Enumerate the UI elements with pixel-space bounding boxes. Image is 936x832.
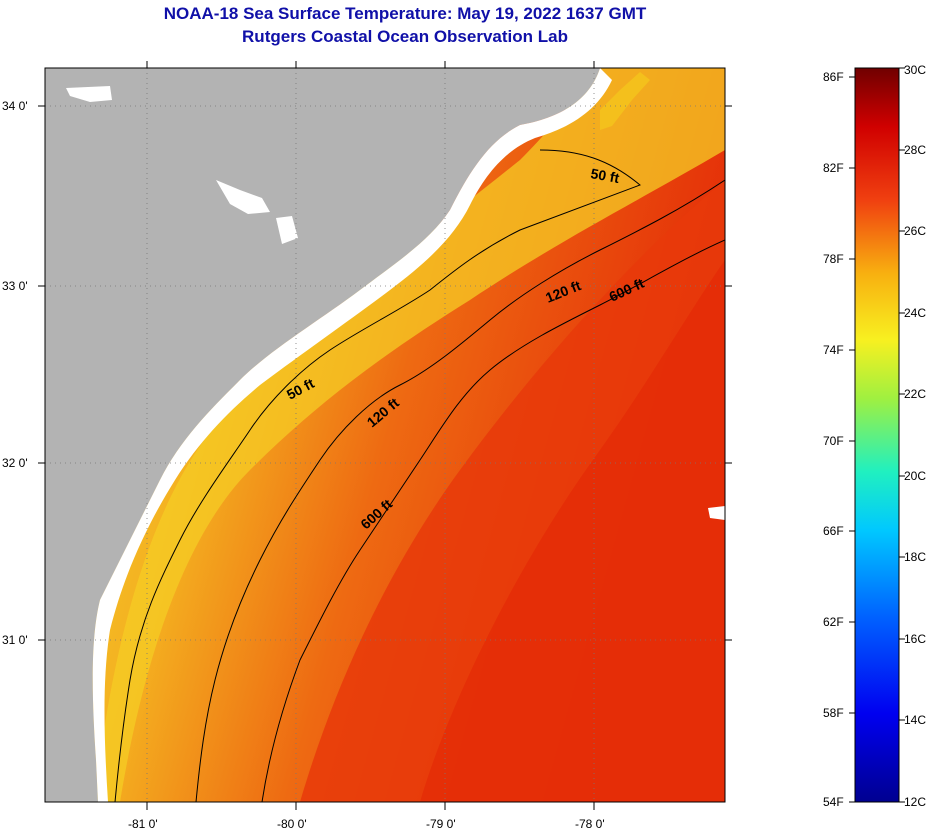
colorbar-c-label: 28C — [904, 143, 926, 157]
inland-cloud-patch — [276, 216, 298, 244]
coastal-cloud-mask — [92, 68, 613, 802]
colorbar-f-label: 54F — [823, 795, 844, 809]
lon-tick-label: -81 0' — [128, 817, 158, 831]
inland-cloud-patch — [66, 86, 112, 102]
colorbar-fahrenheit-labels: 86F 82F 78F 74F 70F 66F 62F 58F 54F — [823, 70, 844, 809]
colorbar-f-label: 62F — [823, 615, 844, 629]
inland-cloud-patch — [216, 180, 270, 214]
colorbar-c-label: 30C — [904, 63, 926, 77]
lon-tick-label: -80 0' — [277, 817, 307, 831]
colorbar-c-label: 26C — [904, 224, 926, 238]
warmest-gulf-stream-water — [420, 260, 725, 802]
map-subtitle: Rutgers Coastal Ocean Observation Lab — [242, 27, 568, 46]
land-mass — [45, 68, 600, 802]
lat-tick-label: 34 0' — [2, 99, 28, 113]
colorbar-f-label: 58F — [823, 706, 844, 720]
lon-tick-label: -79 0' — [426, 817, 456, 831]
contour-label: 50 ft — [589, 165, 620, 186]
colorbar-celsius-labels: 30C 28C 26C 24C 22C 20C 18C 16C 14C 12C — [904, 63, 926, 809]
colorbar-f-label: 74F — [823, 343, 844, 357]
offshore-cloud-patch — [708, 506, 725, 520]
colorbar-f-label: 66F — [823, 524, 844, 538]
colorbar-c-label: 16C — [904, 632, 926, 646]
colorbar-c-label: 14C — [904, 713, 926, 727]
lon-tick-label: -78 0' — [575, 817, 605, 831]
colorbar-f-label: 78F — [823, 252, 844, 266]
map-frame — [44, 67, 726, 803]
colorbar-c-label: 24C — [904, 306, 926, 320]
colorbar-c-label: 22C — [904, 387, 926, 401]
map-title: NOAA-18 Sea Surface Temperature: May 19,… — [163, 4, 647, 23]
estuary-water — [600, 72, 650, 130]
colorbar-f-label: 86F — [823, 70, 844, 84]
colorbar-ticks — [849, 67, 905, 803]
bathymetry-contour-600ft — [261, 239, 725, 802]
colorbar-f-label: 70F — [823, 434, 844, 448]
colorbar-f-label: 82F — [823, 161, 844, 175]
lat-tick-label: 31 0' — [2, 633, 28, 647]
lat-tick-label: 32 0' — [2, 456, 28, 470]
colorbar — [854, 67, 900, 803]
bathymetry-contour-50ft — [114, 149, 641, 802]
colorbar-c-label: 20C — [904, 469, 926, 483]
lat-lon-grid — [45, 68, 725, 802]
frame-ticks — [38, 61, 732, 810]
bathymetry-contour-120ft — [195, 179, 725, 802]
lat-tick-label: 33 0' — [2, 279, 28, 293]
nearshore-cool-water — [95, 68, 725, 802]
colorbar-c-label: 18C — [904, 550, 926, 564]
colorbar-c-label: 12C — [904, 795, 926, 809]
